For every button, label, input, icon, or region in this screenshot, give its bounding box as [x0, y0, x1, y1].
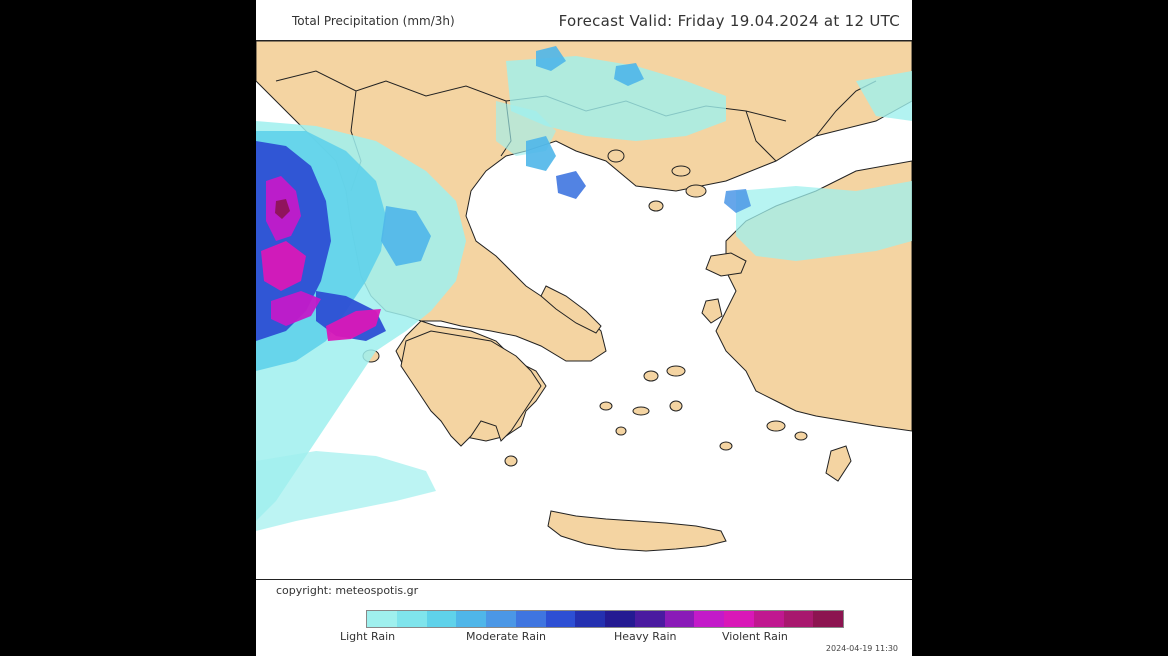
land-chios: [701, 298, 723, 324]
generation-timestamp: 2024-04-19 11:30: [825, 644, 898, 653]
forecast-valid-time: Forecast Valid: Friday 19.04.2024 at 12 …: [558, 12, 900, 30]
legend-swatch: [813, 611, 843, 627]
legend-swatch: [664, 611, 695, 627]
legend-swatch: [694, 611, 724, 627]
legend-swatch: [724, 611, 754, 627]
legend-swatch: [545, 611, 576, 627]
legend-label-violent-rain: Violent Rain: [722, 630, 788, 643]
legend-swatch: [486, 611, 516, 627]
land-peloponnese: [400, 330, 542, 447]
precipitation-legend-bar: [366, 610, 844, 628]
land-lesbos: [705, 252, 747, 277]
legend-label-light-rain: Light Rain: [340, 630, 396, 643]
legend-swatch: [783, 611, 814, 627]
copyright-text: copyright: meteospotis.gr: [276, 584, 419, 597]
land-euboea: [540, 285, 602, 334]
legend-swatch: [426, 611, 457, 627]
legend-swatch: [753, 611, 784, 627]
land-rhodes: [825, 445, 852, 482]
forecast-panel: Total Precipitation (mm/3h) Forecast Val…: [256, 0, 912, 656]
legend-swatch: [634, 611, 665, 627]
legend-swatch: [515, 611, 546, 627]
product-title: Total Precipitation (mm/3h): [292, 14, 455, 28]
legend-label-moderate-rain: Moderate Rain: [466, 630, 546, 643]
legend-swatch: [605, 611, 635, 627]
legend-label-heavy-rain: Heavy Rain: [614, 630, 677, 643]
land-crete: [547, 510, 727, 552]
precipitation-overlay: [256, 46, 912, 531]
legend-swatch: [396, 611, 427, 627]
legend-swatch: [575, 611, 605, 627]
map-canvas: [256, 41, 912, 552]
legend-swatch: [367, 611, 397, 627]
legend-swatch: [456, 611, 486, 627]
precipitation-map: [256, 40, 912, 580]
